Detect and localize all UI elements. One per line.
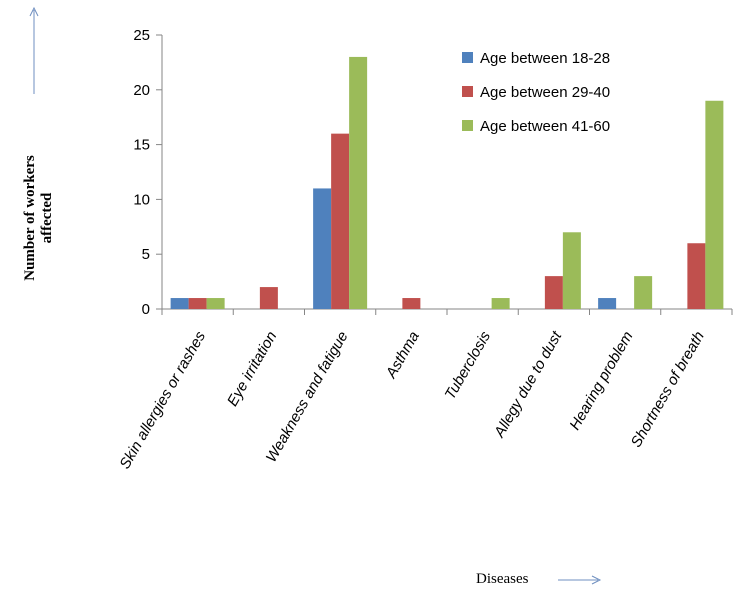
bar xyxy=(687,243,706,309)
bar xyxy=(313,188,332,309)
legend-label: Age between 29-40 xyxy=(480,84,610,101)
legend-label: Age between 41-60 xyxy=(480,118,610,135)
bar xyxy=(491,298,510,309)
x-axis-arrow-icon xyxy=(558,575,602,585)
y-tick-label: 20 xyxy=(133,82,150,99)
bar xyxy=(206,298,225,309)
y-ticks: 0 5 10 15 20 25 xyxy=(133,27,162,318)
y-axis-title: Number of workers affected xyxy=(22,155,55,281)
bar xyxy=(170,298,189,309)
y-tick-label: 15 xyxy=(133,137,150,154)
y-axis-arrow-icon xyxy=(29,6,39,94)
y-tick-label: 10 xyxy=(133,191,150,208)
y-tick-label: 25 xyxy=(133,27,150,44)
y-axis-title-line1: Number of workers xyxy=(22,155,38,281)
legend-swatch xyxy=(462,86,473,97)
x-axis-title: Diseases xyxy=(476,571,529,587)
category-label: Allegy due to dust xyxy=(490,328,565,441)
bar xyxy=(331,133,350,309)
y-tick-label: 0 xyxy=(142,301,150,318)
y-axis-title-line2: affected xyxy=(39,192,55,243)
category-labels: Skin allergies or rashes Eye irritationWe… xyxy=(116,328,707,472)
bar xyxy=(705,100,724,309)
bar xyxy=(349,56,368,309)
category-label: Shortness of breath xyxy=(628,329,708,451)
category-label: Asthma xyxy=(382,329,423,382)
x-ticks xyxy=(161,309,733,315)
bar xyxy=(188,298,207,309)
bar xyxy=(544,276,563,309)
legend: Age between 18-28 Age between 29-40 Age be… xyxy=(462,50,610,135)
category-label: Tuberclosis xyxy=(442,328,495,402)
bars xyxy=(170,56,724,309)
bar xyxy=(634,276,653,309)
bar xyxy=(598,298,617,309)
category-label: Skin allergies or rashes xyxy=(116,328,209,472)
legend-label: Age between 18-28 xyxy=(480,50,610,67)
category-label: Eye irritation xyxy=(224,329,280,410)
category-label: Hearing problem xyxy=(566,329,636,434)
legend-swatch xyxy=(462,52,473,63)
y-tick-label: 5 xyxy=(142,246,150,263)
bar xyxy=(562,232,581,309)
bar xyxy=(402,298,421,309)
legend-swatch xyxy=(462,120,473,131)
bar xyxy=(259,287,278,309)
category-label: Weakness and fatigue xyxy=(263,329,352,466)
